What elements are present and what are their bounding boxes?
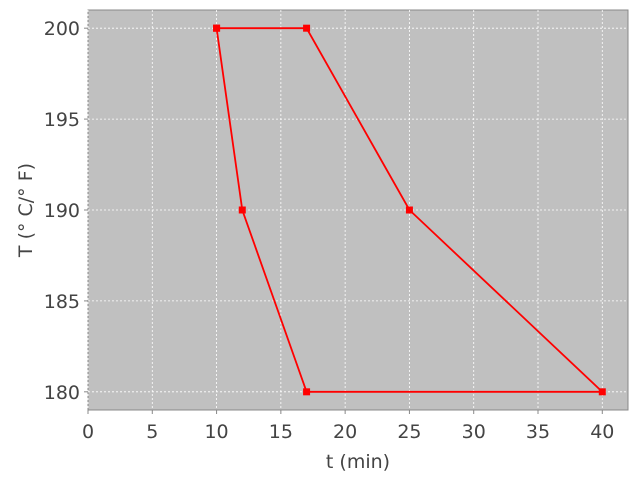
x-tick-label: 10 [204, 421, 228, 443]
y-tick-label: 180 [44, 382, 80, 404]
data-point [598, 388, 606, 396]
data-point [238, 206, 246, 214]
y-tick-label: 200 [44, 18, 80, 40]
x-tick-label: 5 [146, 421, 158, 443]
x-tick-label: 40 [590, 421, 614, 443]
x-tick-label: 25 [397, 421, 421, 443]
y-axis-label: T (° C/° F) [15, 163, 37, 258]
data-point [303, 388, 311, 396]
x-axis-label: t (min) [326, 451, 390, 473]
series [213, 24, 606, 396]
y-tick-label: 195 [44, 109, 80, 131]
data-point [405, 206, 413, 214]
x-tick-label: 0 [82, 421, 94, 443]
x-tick-label: 15 [269, 421, 293, 443]
x-tick-label: 30 [462, 421, 486, 443]
y-tick-label: 185 [44, 291, 80, 313]
data-point [303, 24, 311, 32]
ticks: 0 5 10 15 20 25 30 35 40 180 185 190 195 200 [44, 18, 615, 443]
x-tick-label: 20 [333, 421, 357, 443]
y-tick-label: 190 [44, 200, 80, 222]
x-tick-label: 35 [526, 421, 550, 443]
data-point [213, 24, 221, 32]
